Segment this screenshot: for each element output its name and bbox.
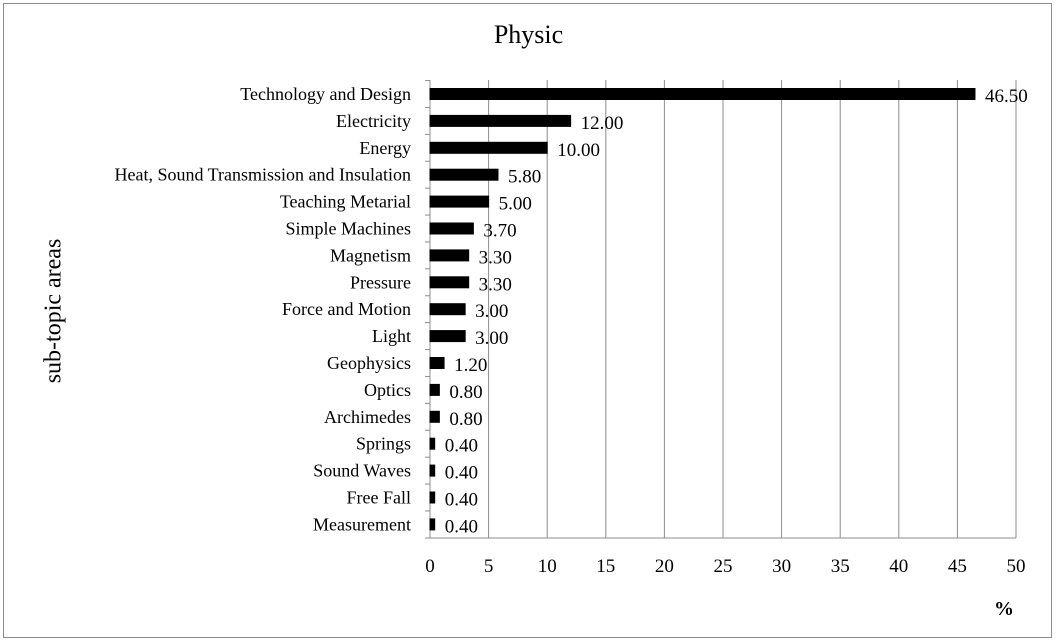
chart-frame xyxy=(3,3,1052,638)
category-label: Optics xyxy=(364,380,411,400)
x-tick-label: 40 xyxy=(889,556,908,577)
bar xyxy=(429,410,440,423)
category-label: Measurement xyxy=(313,514,411,534)
data-label: 12.00 xyxy=(581,113,624,134)
data-label: 0.40 xyxy=(445,436,478,457)
data-label: 46.50 xyxy=(985,86,1028,107)
data-label: 0.80 xyxy=(449,382,482,403)
bar xyxy=(429,168,499,181)
x-tick-label: 15 xyxy=(596,556,615,577)
category-label: Energy xyxy=(359,138,411,158)
bar xyxy=(429,518,436,531)
x-tick-label: 45 xyxy=(948,556,967,577)
category-label: Heat, Sound Transmission and Insulation xyxy=(114,165,411,185)
bar xyxy=(429,114,572,127)
bar xyxy=(429,330,466,343)
bar xyxy=(429,195,490,208)
category-label: Pressure xyxy=(350,272,411,292)
category-label: Magnetism xyxy=(330,245,411,265)
category-label: Free Fall xyxy=(347,488,412,508)
x-tick-label: 0 xyxy=(425,556,435,577)
category-label: Archimedes xyxy=(324,407,411,427)
data-label: 3.00 xyxy=(475,328,508,349)
bar xyxy=(429,383,440,396)
category-label: Geophysics xyxy=(327,353,411,373)
bar xyxy=(429,464,436,477)
x-tick-label: 20 xyxy=(655,556,674,577)
bar xyxy=(429,141,548,154)
data-label: 3.30 xyxy=(479,274,512,295)
x-tick-label: 50 xyxy=(1007,556,1026,577)
category-label: Electricity xyxy=(336,111,411,131)
bar xyxy=(429,491,436,504)
data-label: 10.00 xyxy=(557,140,600,161)
category-label: Simple Machines xyxy=(286,219,411,239)
bar xyxy=(429,437,436,450)
x-tick-label: 10 xyxy=(538,556,557,577)
x-tick-label: 35 xyxy=(831,556,850,577)
x-tick-label: 25 xyxy=(714,556,733,577)
chart-title: Physic xyxy=(493,20,564,49)
data-label: 1.20 xyxy=(454,355,487,376)
data-label: 3.00 xyxy=(475,301,508,322)
x-tick-label: 30 xyxy=(772,556,791,577)
bar xyxy=(429,357,445,369)
data-label: 0.40 xyxy=(445,463,478,484)
bar xyxy=(429,249,470,262)
category-label: Sound Waves xyxy=(313,461,411,481)
data-label: 3.70 xyxy=(483,221,516,242)
category-label: Springs xyxy=(356,434,411,454)
bar xyxy=(429,276,470,289)
data-label: 0.80 xyxy=(449,409,482,430)
category-label: Technology and Design xyxy=(240,84,411,104)
data-label: 0.40 xyxy=(445,516,478,537)
data-label: 3.30 xyxy=(479,247,512,268)
data-label: 0.40 xyxy=(445,490,478,511)
bar xyxy=(429,88,976,100)
bar xyxy=(429,222,474,235)
category-label: Teaching Metarial xyxy=(280,192,411,212)
bar xyxy=(429,303,466,316)
data-label: 5.00 xyxy=(499,194,532,215)
x-axis-label: % xyxy=(994,598,1014,620)
category-label: Force and Motion xyxy=(282,299,411,319)
x-tick-label: 5 xyxy=(484,556,494,577)
category-label: Light xyxy=(372,326,411,346)
data-label: 5.80 xyxy=(508,167,541,188)
